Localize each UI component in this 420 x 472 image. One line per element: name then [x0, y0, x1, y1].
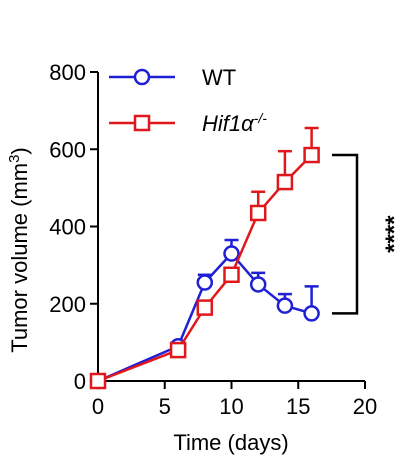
- data-point-hif1a: [196, 299, 214, 316]
- series-line-wt: [97, 252, 312, 383]
- data-point-hif1a: [169, 341, 187, 359]
- series-layer: [89, 126, 320, 390]
- y-tick-label: 800: [49, 60, 86, 85]
- data-point-hif1a: [303, 146, 320, 164]
- axis-labels: Time (days) Tumor volume (mm3): [6, 147, 289, 455]
- legend-item-wt: WT: [109, 65, 236, 90]
- legend-marker-hif1a: [133, 114, 151, 132]
- y-tick-label: 400: [49, 215, 86, 240]
- legend-label-hif1a: Hif1α-/-: [202, 110, 267, 136]
- series-hif1a: [89, 126, 320, 390]
- data-point-wt: [196, 274, 214, 291]
- y-tick-label: 0: [74, 369, 86, 394]
- x-axis-title: Time (days): [173, 430, 288, 455]
- x-tick-label: 5: [159, 394, 171, 419]
- data-point-hif1a: [89, 372, 107, 390]
- x-tick-label: 0: [92, 394, 104, 419]
- data-point-wt: [249, 276, 267, 293]
- y-tick-label: 200: [49, 292, 86, 317]
- legend: WT Hif1α-/-: [109, 65, 267, 136]
- x-tick-label: 20: [353, 394, 377, 419]
- data-point-wt: [303, 305, 320, 322]
- y-axis-title: Tumor volume (mm3): [6, 147, 33, 353]
- data-point-hif1a: [249, 204, 267, 222]
- y-tick-label: 600: [49, 137, 86, 162]
- significance-label: ****: [381, 215, 408, 253]
- x-tick-label: 15: [286, 394, 310, 419]
- legend-item-hif1a: Hif1α-/-: [109, 110, 267, 136]
- data-point-wt: [276, 297, 294, 314]
- data-point-wt: [223, 245, 240, 262]
- data-point-hif1a: [276, 173, 294, 191]
- annotations: ****: [332, 153, 408, 315]
- legend-marker-wt: [133, 68, 151, 86]
- legend-label-wt: WT: [202, 65, 236, 90]
- data-point-hif1a: [223, 266, 240, 284]
- significance-bracket: [332, 153, 359, 315]
- x-tick-label: 10: [219, 394, 243, 419]
